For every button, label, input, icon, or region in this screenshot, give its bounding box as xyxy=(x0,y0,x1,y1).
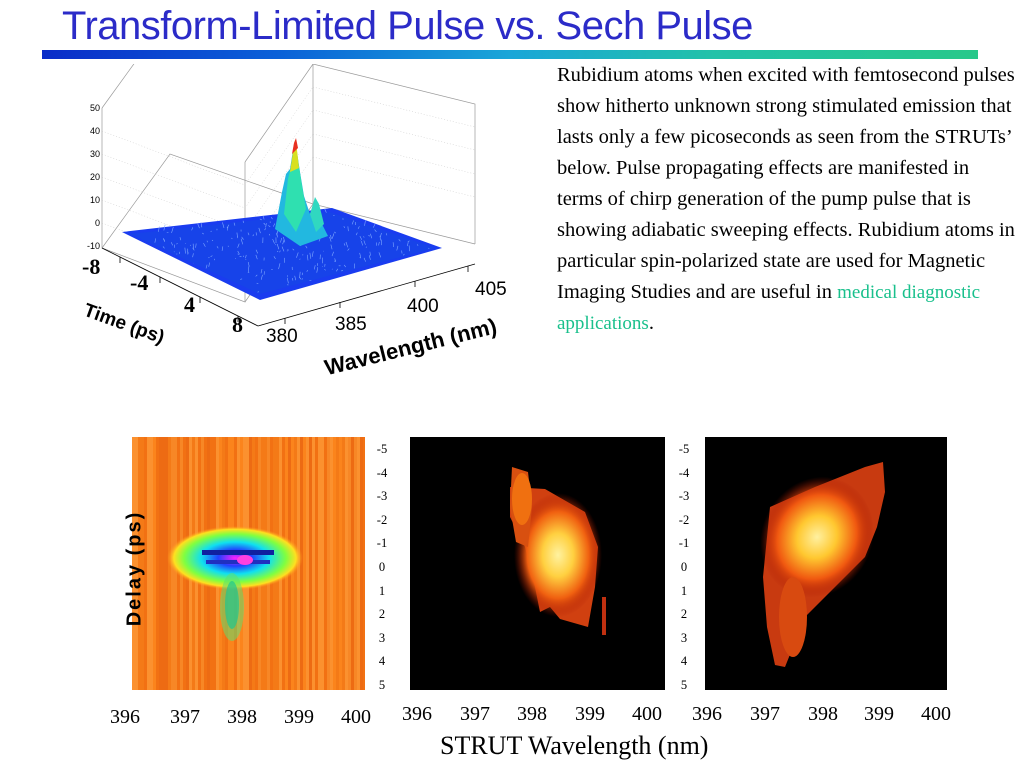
delay-tick: 1 xyxy=(680,583,688,598)
z-tick: 20 xyxy=(89,172,100,182)
wl-tick: 399 xyxy=(575,703,605,725)
wl-tick: 397 xyxy=(460,703,490,725)
description-paragraph: Rubidium atoms when excited with femtose… xyxy=(557,60,1019,339)
z-tick: 40 xyxy=(89,126,100,136)
delay-tick: -4 xyxy=(678,465,690,480)
wl-tick: 405 xyxy=(475,279,507,300)
delay-tick: -1 xyxy=(678,536,690,551)
delay-tick: -2 xyxy=(376,512,388,527)
delay-tick: 0 xyxy=(378,559,386,574)
delay-tick: -3 xyxy=(678,489,690,504)
delay-tick: 3 xyxy=(680,630,688,645)
wl-tick: 399 xyxy=(284,706,314,728)
strut-panel-2 xyxy=(410,437,665,690)
delay-tick: -5 xyxy=(376,442,388,456)
paragraph-end: . xyxy=(648,312,654,334)
wl-tick: 398 xyxy=(517,703,547,725)
wl-tick: 397 xyxy=(170,706,200,728)
surface-plot: 50 40 30 20 10 0 -10 -8 -4 4 8 Time (ps)… xyxy=(60,64,540,384)
time-tick: -4 xyxy=(130,270,149,295)
wl-tick: 400 xyxy=(632,703,662,725)
wl-tick: 397 xyxy=(750,703,780,725)
wl-tick: 399 xyxy=(864,703,894,725)
delay-tick: -5 xyxy=(678,442,690,456)
delay-tick: 2 xyxy=(680,607,688,622)
delay-tick: 5 xyxy=(680,677,688,692)
delay-tick: -3 xyxy=(376,489,388,504)
wl-tick: 400 xyxy=(921,703,951,725)
surface-plot-svg xyxy=(101,64,476,327)
delay-tick: 4 xyxy=(680,654,688,669)
delay-ticks-1: -5 -4 -3 -2 -1 0 1 2 3 4 5 xyxy=(372,442,392,702)
delay-tick: 3 xyxy=(378,630,386,645)
wl-tick: 396 xyxy=(402,703,432,725)
z-tick: 30 xyxy=(89,149,100,159)
delay-tick: 4 xyxy=(378,654,386,669)
title-underline-bar xyxy=(42,50,978,59)
wl-tick: 398 xyxy=(227,706,257,728)
time-tick: -8 xyxy=(82,254,101,279)
strut-heatmap-1 xyxy=(132,437,365,690)
wl-tick: 398 xyxy=(808,703,838,725)
z-tick: 0 xyxy=(94,218,100,228)
wl-tick: 400 xyxy=(341,706,371,728)
strut-panel-3-svg xyxy=(760,462,885,667)
z-tick: -10 xyxy=(86,241,100,251)
z-axis-ticks: 50 40 30 20 10 0 -10 xyxy=(74,103,100,264)
strut-wavelength-label: STRUT Wavelength (nm) xyxy=(440,731,709,760)
strut-heatmap-1-svg xyxy=(132,437,365,690)
wl-tick: 385 xyxy=(335,314,367,335)
wl-tick: 380 xyxy=(266,326,298,347)
delay-tick: -2 xyxy=(678,512,690,527)
wl-tick: 396 xyxy=(110,706,140,728)
delay-tick: 0 xyxy=(680,559,688,574)
delay-tick: 5 xyxy=(378,677,386,692)
time-tick: 8 xyxy=(232,312,243,337)
delay-tick: 1 xyxy=(378,583,386,598)
delay-axis-label: Delay (ps) xyxy=(123,510,146,627)
z-tick: 10 xyxy=(89,195,100,205)
medical-applications-link[interactable]: medical diagnostic applications xyxy=(557,282,981,334)
delay-ticks-2: -5 -4 -3 -2 -1 0 1 2 3 4 5 xyxy=(674,442,694,702)
paragraph-text: Rubidium atoms when excited with femtose… xyxy=(557,64,1015,303)
slide-title: Transform-Limited Pulse vs. Sech Pulse xyxy=(62,4,753,48)
delay-tick: -1 xyxy=(376,536,388,551)
strut-panel-2-svg xyxy=(510,467,606,635)
time-tick: 4 xyxy=(184,292,195,317)
strut-panel-3 xyxy=(705,437,947,690)
delay-tick: -4 xyxy=(376,465,388,480)
wl-tick: 396 xyxy=(692,703,722,725)
z-tick: 50 xyxy=(89,103,100,113)
delay-tick: 2 xyxy=(378,607,386,622)
wl-tick: 400 xyxy=(407,296,439,317)
